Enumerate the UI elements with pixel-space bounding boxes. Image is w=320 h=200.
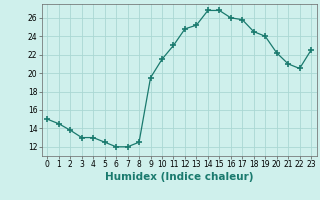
X-axis label: Humidex (Indice chaleur): Humidex (Indice chaleur) [105, 172, 253, 182]
